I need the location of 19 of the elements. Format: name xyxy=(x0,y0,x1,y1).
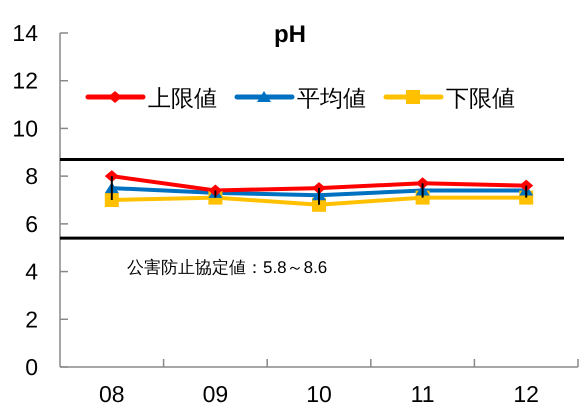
annotation: 公害防止協定値：5.8～8.6 xyxy=(127,258,328,277)
y-tick-label: 0 xyxy=(25,354,38,380)
point xyxy=(104,193,119,207)
legend-label: 平均値 xyxy=(297,85,366,111)
y-tick-label: 6 xyxy=(25,210,38,237)
legend-label: 下限値 xyxy=(446,85,515,111)
x-tick-label: 12 xyxy=(513,381,539,407)
x-tick-label: 11 xyxy=(410,381,435,407)
x-tick-label: 08 xyxy=(99,381,125,407)
chart-title: pH xyxy=(274,21,306,48)
x-tick-label: 10 xyxy=(306,381,332,407)
y-tick-label: 10 xyxy=(12,115,38,142)
y-tick-label: 8 xyxy=(25,163,38,190)
x-tick-label: 09 xyxy=(202,381,228,407)
legend-label: 上限値 xyxy=(148,85,217,111)
y-tick-label: 12 xyxy=(12,68,38,94)
y-tick-label: 2 xyxy=(25,306,38,332)
y-tick-label: 4 xyxy=(25,258,38,285)
y-tick-label: 14 xyxy=(12,20,38,46)
